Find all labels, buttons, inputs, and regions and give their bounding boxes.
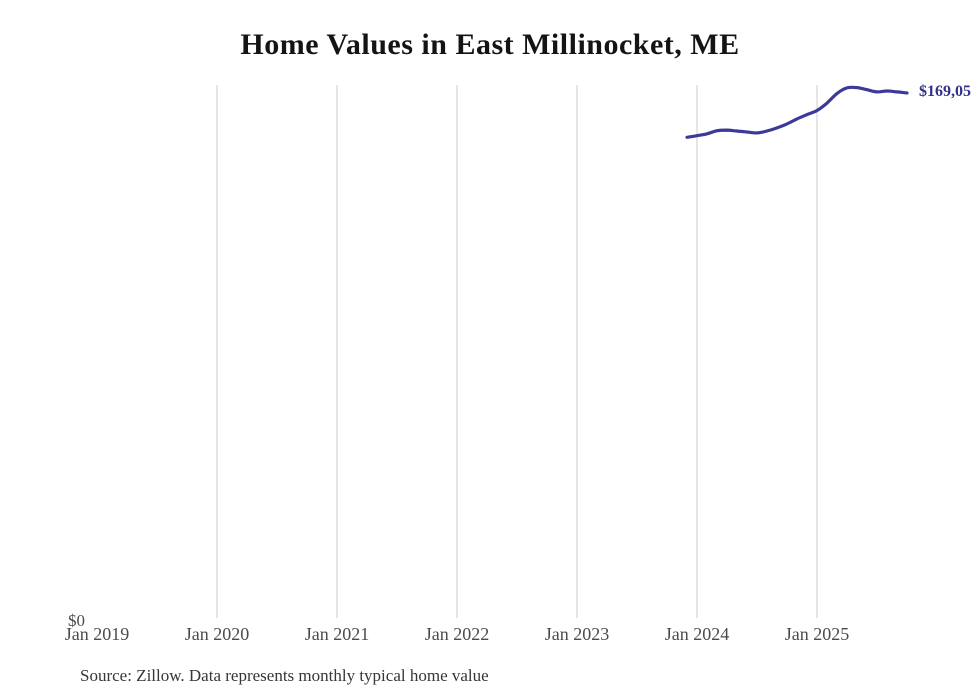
x-tick-label: Jan 2021	[304, 624, 370, 644]
source-note: Source: Zillow. Data represents monthly …	[80, 666, 489, 685]
x-tick-label: Jan 2023	[544, 624, 610, 644]
chart-title: Home Values in East Millinocket, ME	[240, 28, 740, 61]
x-tick-label: Jan 2025	[784, 624, 850, 644]
y-axis-zero-label: $0	[68, 611, 85, 630]
x-tick-label: Jan 2024	[664, 624, 730, 644]
x-tick-label: Jan 2019	[64, 624, 130, 644]
value-line	[685, 85, 909, 139]
x-tick-label: Jan 2020	[184, 624, 250, 644]
latest-value-label: $169,05	[919, 83, 971, 100]
x-tick-label: Jan 2022	[424, 624, 490, 644]
